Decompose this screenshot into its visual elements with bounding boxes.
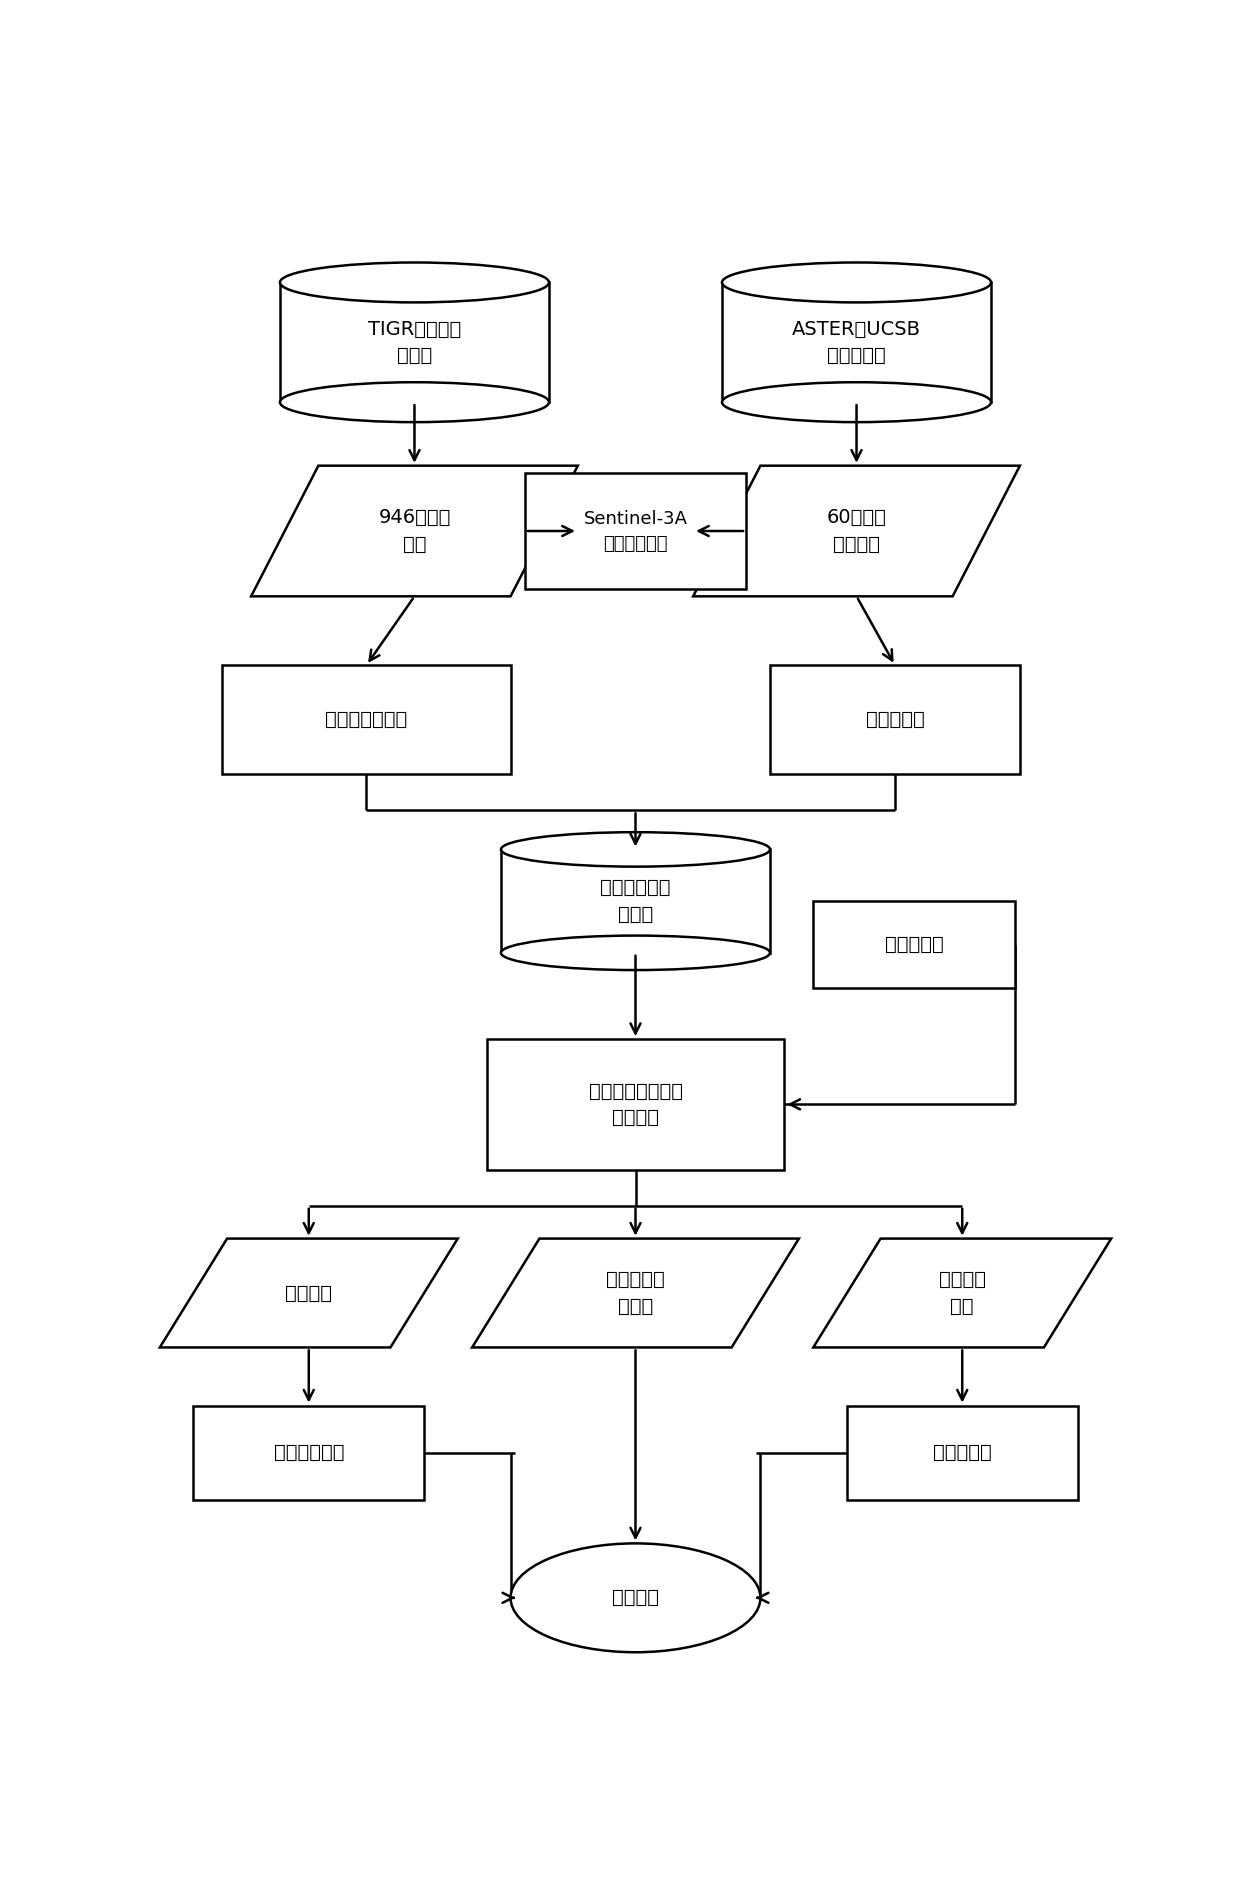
Text: 地表发射率: 地表发射率 <box>932 1444 992 1463</box>
Bar <box>501 850 770 952</box>
Ellipse shape <box>501 935 770 971</box>
Polygon shape <box>813 1238 1111 1348</box>
Text: 日夜分区间的劈窗
算法模型: 日夜分区间的劈窗 算法模型 <box>589 1082 682 1127</box>
Polygon shape <box>160 1238 458 1348</box>
Text: 地表分类
产品: 地表分类 产品 <box>939 1270 986 1316</box>
Bar <box>770 665 1019 775</box>
Text: 60种典型
地物光谱: 60种典型 地物光谱 <box>827 509 887 554</box>
Polygon shape <box>250 466 578 596</box>
Text: 地表温度: 地表温度 <box>613 1589 658 1608</box>
Text: 模拟的大气信息: 模拟的大气信息 <box>325 711 408 729</box>
Ellipse shape <box>280 383 549 422</box>
Text: 云顶亮温模拟
数据集: 云顶亮温模拟 数据集 <box>600 878 671 924</box>
Text: 湿度数据: 湿度数据 <box>285 1284 332 1303</box>
Ellipse shape <box>511 1544 760 1653</box>
Bar <box>813 901 1016 988</box>
Bar <box>722 283 991 402</box>
Bar <box>280 283 549 402</box>
Ellipse shape <box>722 262 991 302</box>
Ellipse shape <box>722 383 991 422</box>
Polygon shape <box>693 466 1019 596</box>
Text: 通道发射率: 通道发射率 <box>866 711 924 729</box>
Text: ASTER与UCSB
地物光谱库: ASTER与UCSB 地物光谱库 <box>792 320 921 366</box>
Text: TIGR大气廓线
数据库: TIGR大气廓线 数据库 <box>368 320 461 366</box>
Bar <box>486 1039 785 1169</box>
Text: 实际遥感影
像数据: 实际遥感影 像数据 <box>606 1270 665 1316</box>
Bar <box>847 1406 1078 1500</box>
Bar <box>525 473 746 590</box>
Ellipse shape <box>280 262 549 302</box>
Ellipse shape <box>501 831 770 867</box>
Text: Sentinel-3A
光谱响应函数: Sentinel-3A 光谱响应函数 <box>584 509 687 552</box>
Polygon shape <box>472 1238 799 1348</box>
Bar <box>222 665 511 775</box>
Text: 大气水汽含量: 大气水汽含量 <box>274 1444 343 1463</box>
Text: 子区间划分: 子区间划分 <box>885 935 944 954</box>
Text: 946条大气
廓线: 946条大气 廓线 <box>378 509 450 554</box>
Bar <box>193 1406 424 1500</box>
